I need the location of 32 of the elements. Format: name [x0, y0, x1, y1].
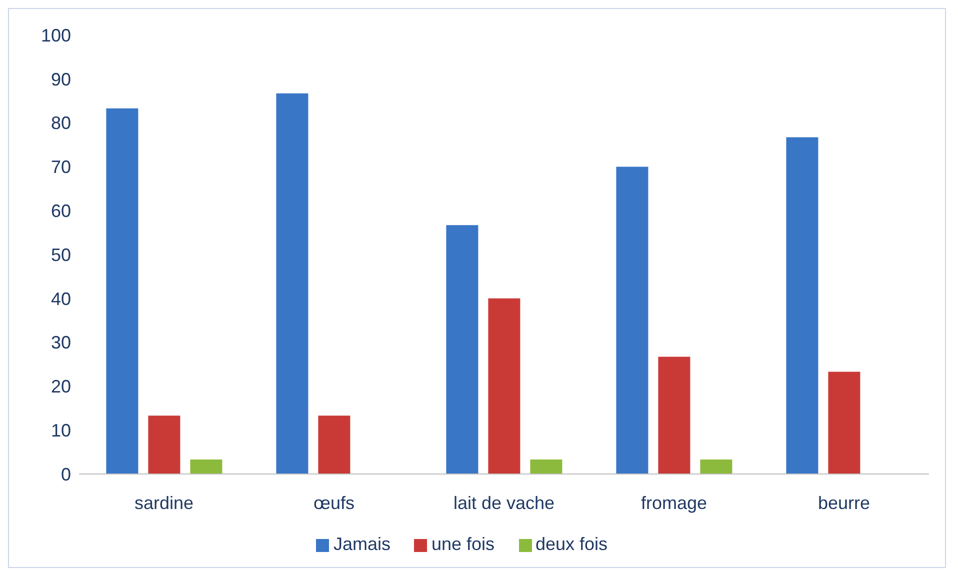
x-tick-label: fromage — [640, 492, 708, 513]
bar — [786, 137, 818, 474]
bar — [616, 166, 648, 474]
x-tick-label: œufs — [313, 492, 355, 513]
y-tick-label: 10 — [50, 420, 71, 440]
y-tick-label: 60 — [50, 200, 71, 221]
bar — [148, 416, 180, 474]
bar — [658, 356, 690, 474]
y-tick-label: 100 — [40, 25, 71, 46]
bar — [190, 460, 222, 474]
y-tick-label: 50 — [50, 244, 71, 265]
y-tick-label: 90 — [50, 69, 71, 90]
bar — [530, 460, 562, 474]
bar — [276, 93, 308, 474]
legend-label: Jamais — [333, 534, 390, 554]
legend-label: deux fois — [536, 534, 608, 554]
x-tick-label: lait de vache — [453, 492, 555, 513]
bar — [828, 372, 860, 474]
bar — [106, 108, 138, 474]
y-tick-label: 40 — [50, 288, 71, 309]
y-tick-label: 20 — [50, 376, 71, 397]
y-tick-label: 30 — [50, 332, 71, 353]
legend-label: une fois — [431, 534, 494, 554]
x-tick-label: sardine — [134, 492, 194, 513]
y-tick-label: 70 — [50, 157, 71, 178]
bar — [446, 225, 478, 474]
bar — [318, 416, 350, 474]
y-tick-label: 0 — [60, 464, 71, 484]
y-tick-label: 80 — [50, 113, 71, 134]
bar — [488, 298, 520, 474]
bar — [700, 460, 732, 474]
x-tick-label: beurre — [818, 492, 870, 513]
